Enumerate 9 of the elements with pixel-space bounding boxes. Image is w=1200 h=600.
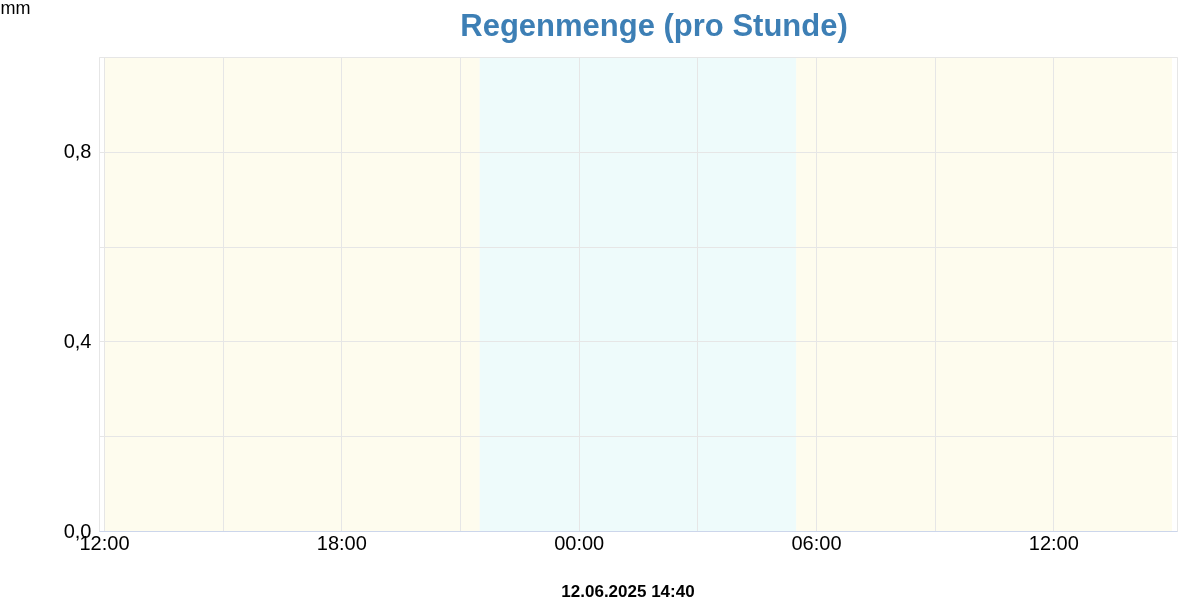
x-tick-label: 12:00 [1028, 531, 1079, 554]
y-tick-label: 0,8 [63, 140, 92, 163]
chart-title: Regenmenge (pro Stunde) [460, 8, 848, 43]
x-tick-label: 06:00 [791, 531, 842, 554]
x-tick-label: 18:00 [316, 531, 367, 554]
text: 12.06.2025 14:40 [561, 582, 695, 600]
x-tick-label: 00:00 [554, 531, 605, 554]
y-axis-title: mm [0, 0, 31, 18]
y-tick-label: 0,4 [63, 329, 92, 352]
